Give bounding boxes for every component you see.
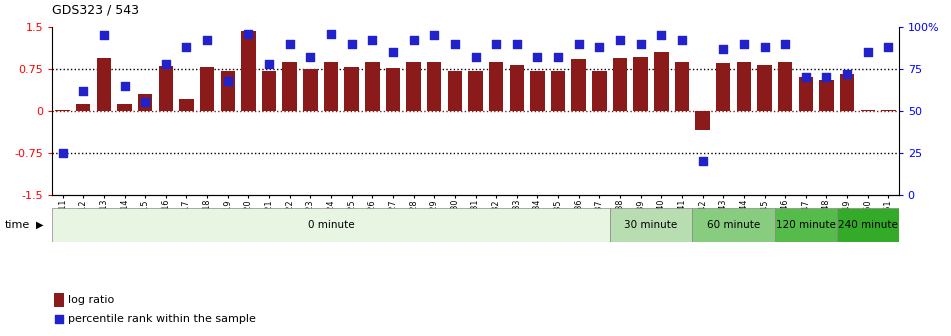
Bar (323, 61, 339, 111)
Point (262, 61, 277, 67)
Point (364, 38, 379, 43)
Text: 0 minute: 0 minute (308, 220, 355, 230)
Text: 30 minute: 30 minute (625, 220, 678, 230)
Bar (775, 208, 837, 242)
Point (55, 150, 70, 156)
Point (489, 41, 504, 46)
Point (282, 41, 298, 46)
Bar (757, 65, 772, 111)
Point (551, 54, 566, 60)
Bar (97, 58, 111, 111)
Bar (386, 68, 400, 111)
Point (509, 41, 524, 46)
Text: 240 minute: 240 minute (838, 220, 898, 230)
Bar (531, 71, 545, 111)
Point (695, 159, 710, 164)
Point (96, 33, 111, 38)
Point (592, 44, 607, 50)
Point (881, 44, 896, 50)
Bar (200, 67, 214, 111)
Text: log ratio: log ratio (68, 295, 114, 305)
Bar (840, 75, 854, 111)
Point (778, 41, 793, 46)
Point (468, 54, 483, 60)
Point (323, 31, 339, 36)
Bar (468, 71, 483, 111)
Bar (882, 110, 896, 111)
Bar (54, 293, 64, 307)
Point (179, 44, 194, 50)
Bar (138, 94, 152, 111)
Point (158, 61, 173, 67)
Bar (282, 62, 297, 111)
Point (385, 49, 400, 55)
Text: percentile rank within the sample: percentile rank within the sample (68, 314, 256, 324)
Bar (303, 69, 318, 111)
Bar (610, 208, 692, 242)
Point (200, 38, 215, 43)
Point (757, 44, 772, 50)
Point (221, 78, 236, 83)
Bar (117, 104, 132, 111)
Bar (52, 208, 610, 242)
Bar (592, 71, 607, 111)
Bar (262, 71, 277, 111)
Text: GDS323 / 543: GDS323 / 543 (52, 4, 139, 17)
Bar (406, 62, 420, 111)
Bar (221, 71, 235, 111)
Bar (654, 52, 669, 111)
Bar (737, 62, 751, 111)
Bar (692, 208, 775, 242)
Bar (76, 103, 90, 111)
Point (860, 49, 875, 55)
Point (241, 31, 256, 36)
Bar (716, 63, 730, 111)
Point (653, 33, 669, 38)
Bar (180, 98, 194, 111)
Point (840, 71, 855, 77)
Point (633, 41, 649, 46)
Bar (837, 208, 899, 242)
Point (674, 38, 689, 43)
Bar (695, 111, 709, 130)
Point (76, 88, 91, 93)
Text: 120 minute: 120 minute (776, 220, 836, 230)
Point (427, 33, 442, 38)
Point (572, 41, 587, 46)
Bar (633, 56, 648, 111)
Bar (365, 61, 379, 111)
Bar (551, 71, 565, 111)
Bar (427, 62, 441, 111)
Point (447, 41, 462, 46)
Bar (510, 65, 524, 111)
Bar (572, 59, 586, 111)
Bar (799, 77, 813, 111)
Point (530, 54, 545, 60)
Text: 60 minute: 60 minute (707, 220, 760, 230)
Point (819, 75, 834, 80)
Point (302, 54, 318, 60)
Text: ▶: ▶ (36, 220, 44, 230)
Bar (344, 67, 359, 111)
Point (138, 100, 153, 105)
Bar (819, 80, 834, 111)
Point (344, 41, 359, 46)
Point (798, 75, 813, 80)
Point (715, 46, 730, 51)
Bar (489, 62, 503, 111)
Bar (242, 31, 256, 111)
Point (736, 41, 751, 46)
Bar (55, 110, 69, 111)
Point (117, 83, 132, 88)
Bar (448, 71, 462, 111)
Bar (159, 66, 173, 111)
Text: time: time (5, 220, 30, 230)
Bar (778, 61, 792, 111)
Bar (861, 110, 875, 111)
Point (51, 317, 67, 322)
Bar (674, 61, 689, 111)
Bar (612, 58, 628, 111)
Point (612, 38, 628, 43)
Point (406, 38, 421, 43)
